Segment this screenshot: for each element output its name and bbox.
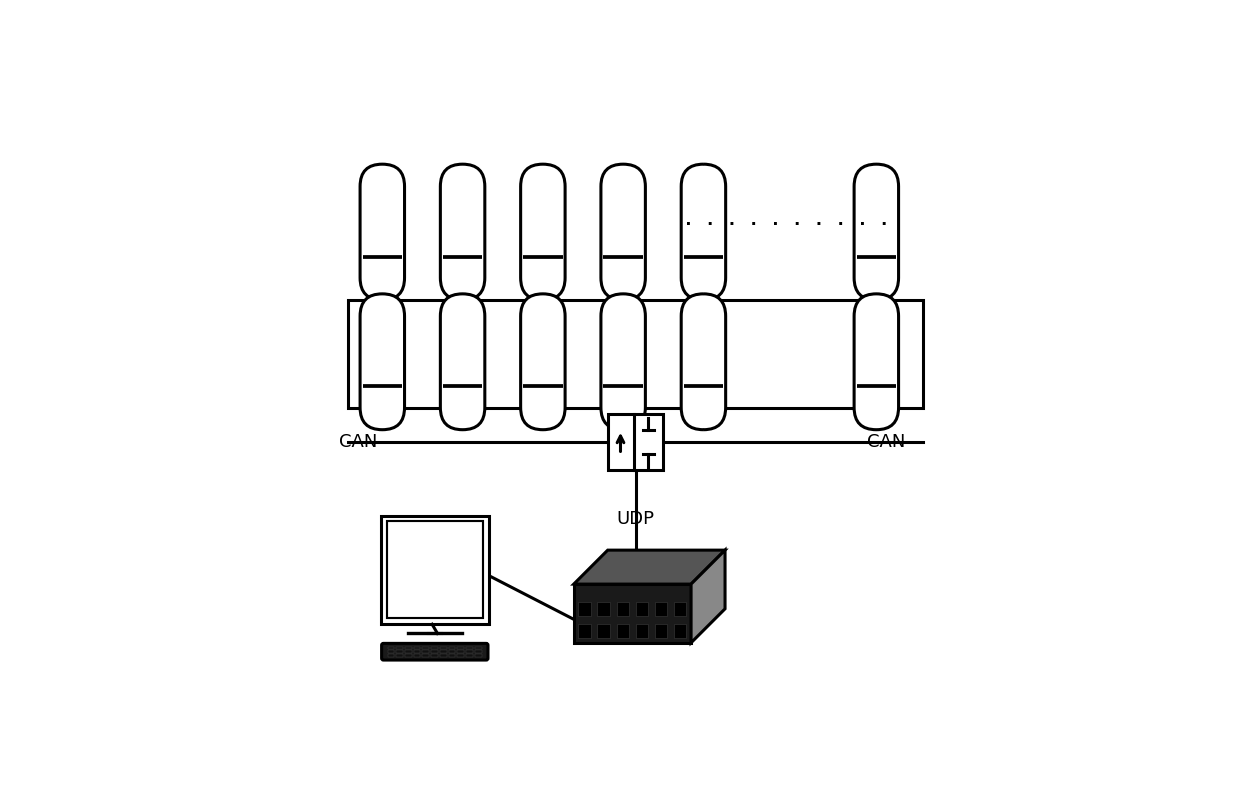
Polygon shape [691, 550, 725, 642]
Bar [423, 650, 429, 653]
Bar [466, 654, 472, 657]
Polygon shape [574, 550, 725, 584]
Bar [574, 584, 691, 642]
Bar [423, 646, 429, 650]
FancyBboxPatch shape [521, 164, 565, 300]
FancyBboxPatch shape [854, 294, 899, 430]
FancyBboxPatch shape [601, 294, 645, 430]
FancyBboxPatch shape [601, 164, 645, 300]
Bar [475, 650, 481, 653]
Bar [578, 624, 591, 638]
FancyBboxPatch shape [360, 294, 404, 430]
FancyBboxPatch shape [854, 164, 899, 300]
Bar [578, 602, 591, 616]
Bar [673, 624, 687, 638]
Bar [405, 646, 412, 650]
Bar [598, 602, 610, 616]
Bar [449, 650, 455, 653]
Bar [397, 654, 403, 657]
Bar [387, 521, 482, 618]
Bar [414, 650, 420, 653]
Bar [636, 602, 649, 616]
FancyBboxPatch shape [440, 164, 485, 300]
Bar [432, 654, 438, 657]
Bar [655, 624, 667, 638]
Bar [440, 654, 446, 657]
Bar [458, 646, 464, 650]
Bar [388, 654, 394, 657]
FancyBboxPatch shape [681, 294, 725, 430]
FancyBboxPatch shape [440, 294, 485, 430]
Bar [608, 415, 663, 470]
Bar [466, 646, 472, 650]
Bar [449, 646, 455, 650]
Text: CAN: CAN [339, 433, 377, 451]
Bar [458, 654, 464, 657]
Bar [423, 654, 429, 657]
Text: UDP: UDP [616, 510, 655, 529]
Bar [475, 646, 481, 650]
FancyBboxPatch shape [382, 643, 489, 660]
Text: . . . . . . . . . .: . . . . . . . . . . [683, 211, 890, 229]
Bar [414, 654, 420, 657]
Bar [388, 646, 394, 650]
Bar [432, 650, 438, 653]
Bar [616, 602, 629, 616]
Text: CAN: CAN [867, 433, 905, 451]
Bar [348, 300, 923, 408]
Bar [655, 602, 667, 616]
FancyBboxPatch shape [521, 294, 565, 430]
Bar [458, 650, 464, 653]
Bar [636, 624, 649, 638]
Bar [405, 654, 412, 657]
Bar [598, 624, 610, 638]
Bar [475, 654, 481, 657]
Bar [440, 646, 446, 650]
Bar [616, 624, 629, 638]
Bar [388, 650, 394, 653]
FancyBboxPatch shape [360, 164, 404, 300]
FancyBboxPatch shape [681, 164, 725, 300]
Bar [397, 646, 403, 650]
Bar [449, 654, 455, 657]
Bar [405, 650, 412, 653]
Bar [673, 602, 687, 616]
Bar [381, 516, 489, 624]
Bar [414, 646, 420, 650]
Bar [397, 650, 403, 653]
Bar [466, 650, 472, 653]
Bar [432, 646, 438, 650]
Bar [440, 650, 446, 653]
